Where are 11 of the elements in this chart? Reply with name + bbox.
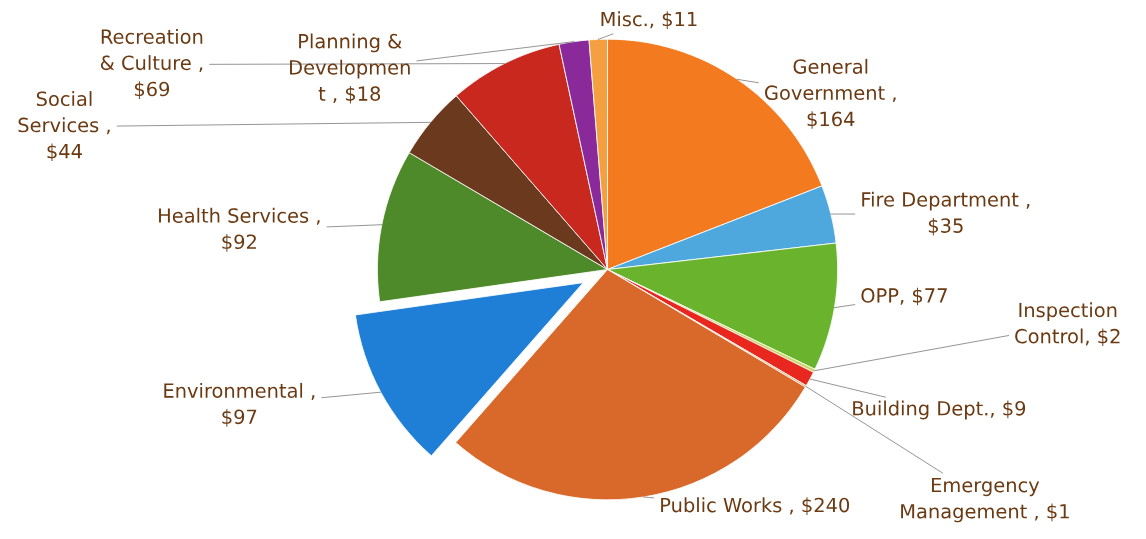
slice-label: OPP, $77 <box>861 287 947 306</box>
slice-label: General Government , $164 <box>765 58 896 129</box>
slice-label: Environmental , $97 <box>164 382 315 427</box>
slice-label: Health Services , $92 <box>159 207 320 252</box>
slice-label: Inspection Control, $2 <box>1015 302 1120 347</box>
slice-label: Emergency Management , $1 <box>901 477 1069 523</box>
slice-label: Planning & Developmen t , $18 <box>290 33 410 104</box>
slice-label: Fire Department , $35 <box>862 191 1030 236</box>
slice-label: Public Works , $240 <box>661 497 850 515</box>
slice-label: Building Dept., $9 <box>853 400 1026 420</box>
slice-label: Misc., $11 <box>601 11 697 29</box>
